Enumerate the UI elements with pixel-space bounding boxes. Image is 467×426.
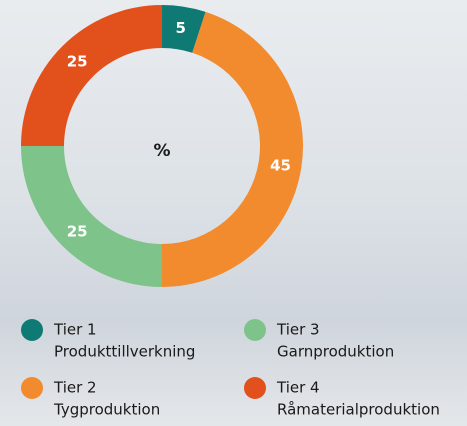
donut-segment xyxy=(21,5,162,146)
legend-swatch xyxy=(21,377,43,399)
legend-label: Tier 3 xyxy=(276,321,320,339)
value-label: 25 xyxy=(67,53,88,71)
legend-description: Råmaterialproduktion xyxy=(277,401,440,419)
legend-swatch xyxy=(21,319,43,341)
value-label: 45 xyxy=(270,156,291,174)
legend-swatch xyxy=(244,319,266,341)
legend-label: Tier 4 xyxy=(276,379,320,397)
value-label: 25 xyxy=(67,222,88,240)
legend-description: Tygproduktion xyxy=(53,401,160,419)
donut-segment xyxy=(162,11,303,287)
legend-label: Tier 1 xyxy=(53,321,97,339)
legend-label: Tier 2 xyxy=(53,379,97,397)
legend-description: Garnproduktion xyxy=(277,343,394,361)
donut-segment xyxy=(162,5,206,53)
legend-description: Produkttillverkning xyxy=(54,343,195,361)
center-label: % xyxy=(153,141,170,161)
value-label: 5 xyxy=(176,19,186,37)
legend-swatch xyxy=(244,377,266,399)
donut-segment xyxy=(21,146,162,287)
